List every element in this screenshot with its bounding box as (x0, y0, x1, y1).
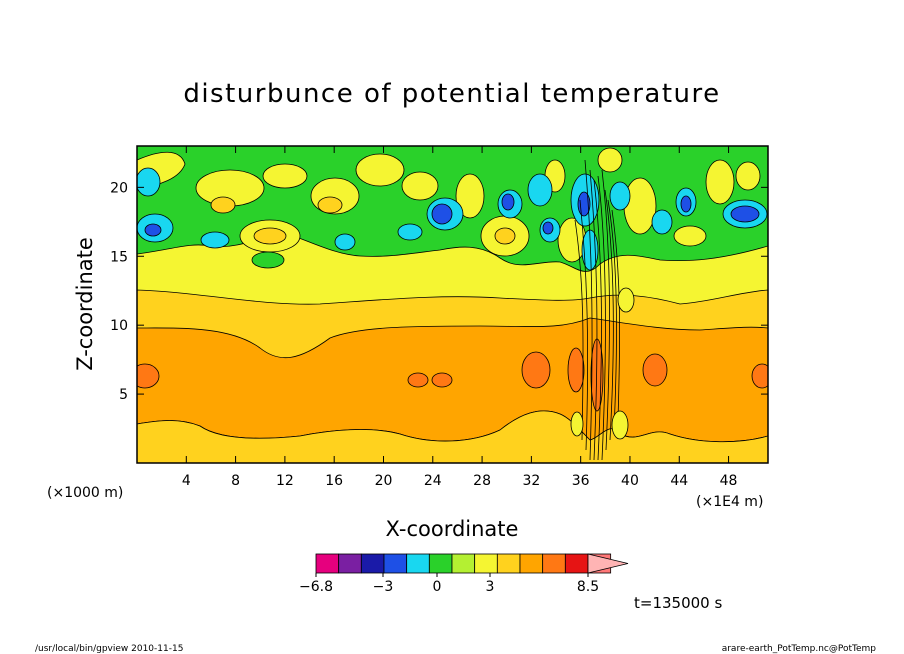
colorbar-tick-label: 8.5 (577, 579, 599, 595)
colorbar-swatch (383, 553, 408, 574)
colorbar-swatch (451, 553, 476, 574)
x-tick-label: 12 (276, 473, 294, 489)
colorbar-swatch (315, 553, 340, 574)
footer-right: arare-earth_PotTemp.nc@PotTemp (722, 644, 877, 654)
colorbar-tick-label: 0 (433, 579, 442, 595)
footer-left: /usr/local/bin/gpview 2010-11-15 (35, 644, 183, 654)
colorbar-swatch (338, 553, 362, 574)
colorbar-swatch (360, 553, 385, 574)
x-tick-label: 44 (670, 473, 688, 489)
y-tick-label: 15 (110, 249, 128, 265)
y-axis-label: Z-coordinate (73, 237, 97, 371)
colorbar-tick-label: −6.8 (299, 579, 333, 595)
layer-gold-lower (137, 410, 768, 463)
plot-frame (136, 145, 769, 464)
colorbar-swatch (406, 553, 430, 574)
colorbar-tick-label: 3 (486, 579, 495, 595)
colorbar-swatch (564, 553, 589, 574)
y-tick-label: 20 (110, 180, 128, 196)
colorbar-swatch (428, 553, 453, 574)
upper-gold-cells (210, 196, 516, 245)
x-tick-label: 4 (182, 473, 191, 489)
colorbar-swatch (496, 553, 521, 574)
x-tick-label: 24 (424, 473, 442, 489)
colorbar-extend-arrow (587, 553, 629, 574)
colorbar-swatch (474, 553, 498, 574)
x-tick-label: 8 (231, 473, 240, 489)
x-axis-label: X-coordinate (386, 517, 519, 541)
x-tick-label: 32 (522, 473, 540, 489)
x-axis-ticks: 4 8 12 16 20 24 28 32 36 40 44 48 (182, 146, 738, 489)
layer-orange-main (137, 317, 768, 443)
x-tick-label: 36 (572, 473, 590, 489)
colorbar-swatch (519, 553, 544, 574)
upper-green-small (251, 251, 285, 269)
x-tick-label: 20 (375, 473, 393, 489)
colorbar-tick-label: −3 (373, 579, 394, 595)
upper-yellow-cells (137, 147, 761, 263)
plume-cells (570, 287, 635, 440)
y-tick-label: 5 (119, 387, 128, 403)
y-axis-ticks: 5 10 15 20 (110, 180, 768, 403)
orange-dark-cells (137, 338, 768, 412)
x-tick-label: 16 (325, 473, 343, 489)
x-unit-left: (×1000 m) (47, 485, 123, 501)
x-tick-label: 28 (473, 473, 491, 489)
time-label: t=135000 s (634, 594, 722, 612)
colorbar: −6.8 −3 0 3 8.5 (299, 553, 629, 595)
chart-title: disturbunce of potential temperature (183, 79, 720, 109)
x-tick-label: 40 (621, 473, 639, 489)
plot-field (137, 146, 768, 463)
x-tick-label: 48 (720, 473, 738, 489)
x-unit-right: (×1E4 m) (696, 494, 763, 510)
plume-contours (574, 159, 621, 461)
blue-cells (144, 191, 760, 237)
colorbar-swatch (542, 553, 566, 574)
y-tick-label: 10 (110, 318, 128, 334)
